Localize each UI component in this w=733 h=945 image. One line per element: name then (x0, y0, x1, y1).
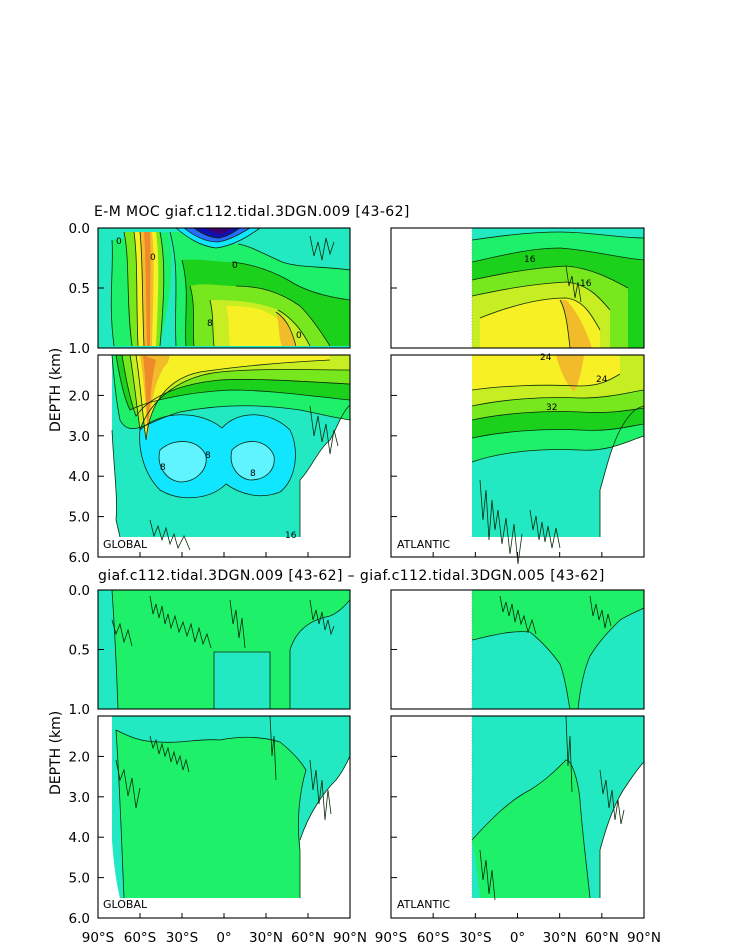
contour-label: 16 (524, 255, 536, 265)
x-tick-label: 30°N (249, 930, 283, 945)
contour-label: 16 (285, 531, 297, 541)
x-tick-label: 30°S (459, 930, 492, 945)
y-tick-label: 0.0 (69, 583, 90, 599)
y-tick-label: 2.0 (69, 749, 90, 765)
y-tick-label: 6.0 (69, 911, 90, 927)
y-tick-label: 6.0 (69, 550, 90, 566)
ylabel-bottom: DEPTH (km) (48, 711, 64, 795)
top-global-lower: GLOBAL (97, 354, 351, 558)
bottom-title: giaf.c112.tidal.3DGN.009 [43-62] – giaf.… (98, 568, 605, 584)
y-tick-label: 3.0 (69, 429, 90, 445)
contour-label: 0 (150, 253, 156, 263)
y-tick-label: 3.0 (69, 790, 90, 806)
x-tick-label: 0° (216, 930, 231, 945)
x-tick-label: 90°N (333, 930, 367, 945)
panel-top-global: GLOBAL (97, 227, 351, 558)
contour-label: 8 (205, 451, 211, 461)
y-tick-label: 4.0 (69, 830, 90, 846)
bottom-global-lower: GLOBAL (97, 715, 351, 919)
x-tick-label: 0° (510, 930, 525, 945)
bottom-atlantic-upper (390, 589, 645, 710)
x-tick-label: 30°S (166, 930, 199, 945)
y-tick-label: 0.5 (69, 281, 90, 297)
x-tick-label: 30°N (543, 930, 577, 945)
contour-labels: 0 0 0 0 8 8 8 8 16 16 16 24 24 32 (116, 237, 608, 541)
panel-top-atlantic: ATLANTIC (390, 227, 645, 565)
contour-label: 8 (160, 463, 166, 473)
bottom-global-upper (97, 589, 351, 710)
contour-label: 0 (232, 261, 238, 271)
x-tick-label: 60°N (291, 930, 325, 945)
top-atlantic-lower: ATLANTIC (390, 354, 645, 565)
axis-ticks: 0.0 0.5 1.0 2.0 3.0 4.0 5.0 6.0 0.0 0.5 1.0 2.0 3.0 4… (69, 221, 662, 945)
panel-label-global-bottom: GLOBAL (103, 898, 148, 911)
contour-label: 8 (207, 319, 213, 329)
ylabel-top: DEPTH (km) (48, 348, 64, 432)
x-tick-label: 60°S (417, 930, 450, 945)
x-tick-label: 90°N (627, 930, 661, 945)
x-tick-label: 60°N (585, 930, 619, 945)
x-tick-label: 90°S (82, 930, 115, 945)
panel-bottom-atlantic: ATLANTIC (390, 589, 645, 919)
contour-label: 32 (546, 403, 557, 413)
y-tick-label: 5.0 (69, 510, 90, 526)
panel-bottom-global: GLOBAL (97, 589, 351, 919)
y-tick-label: 2.0 (69, 388, 90, 404)
contour-label: 16 (580, 279, 592, 289)
y-tick-label: 4.0 (69, 469, 90, 485)
contour-label: 24 (596, 375, 608, 385)
y-tick-label: 0.5 (69, 643, 90, 659)
y-tick-label: 0.0 (69, 221, 90, 237)
top-global-upper (97, 227, 351, 349)
contour-label: 24 (540, 353, 552, 363)
x-tick-label: 90°S (375, 930, 408, 945)
panel-label-global-top: GLOBAL (103, 538, 148, 551)
y-tick-label: 1.0 (69, 702, 90, 718)
x-tick-label: 60°S (124, 930, 157, 945)
top-atlantic-upper (390, 227, 645, 349)
bottom-atlantic-lower: ATLANTIC (390, 715, 645, 919)
contour-label: 8 (250, 469, 256, 479)
y-tick-label: 1.0 (69, 341, 90, 357)
contour-label: 0 (116, 237, 122, 247)
y-tick-label: 5.0 (69, 871, 90, 887)
panel-label-atlantic-top: ATLANTIC (397, 538, 450, 551)
panel-label-atlantic-bottom: ATLANTIC (397, 898, 450, 911)
top-title: E-M MOC giaf.c112.tidal.3DGN.009 [43-62] (94, 204, 410, 220)
contour-label: 0 (296, 331, 302, 341)
